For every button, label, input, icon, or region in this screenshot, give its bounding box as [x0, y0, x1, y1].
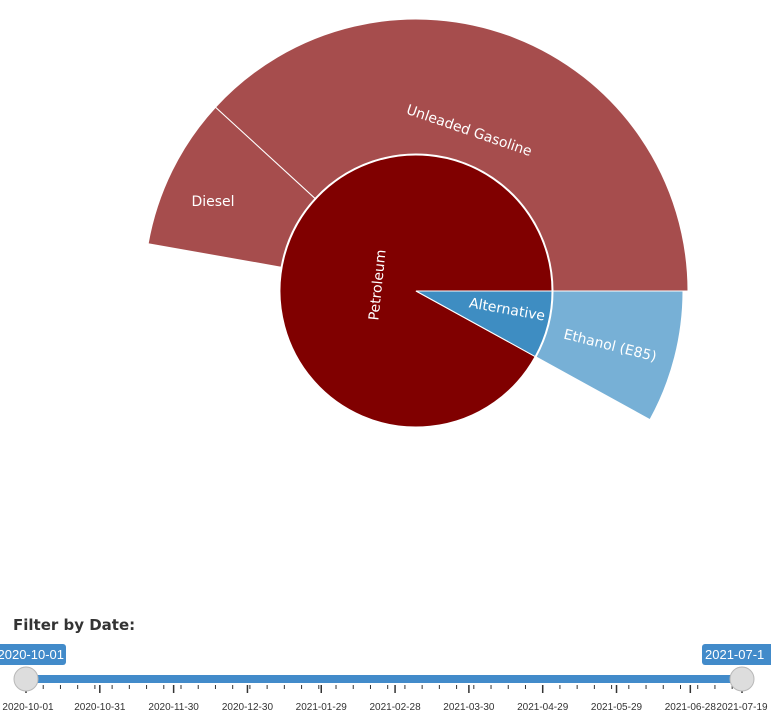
tick-label: 2021-06-28 [665, 702, 717, 713]
arc-ethanol-e85[interactable] [535, 290, 684, 421]
arc-diesel[interactable] [147, 106, 316, 268]
start-date-badge: 2020-10-01 [0, 644, 66, 665]
tick-label: 2021-05-29 [591, 702, 643, 713]
start-date-badge-text: 2020-10-01 [0, 647, 64, 662]
date-range-slider[interactable]: 2020-10-01 2020-10-31 2020-11-30 2020-12-30… [0, 640, 771, 728]
tick-label: 2020-12-30 [222, 702, 274, 713]
tick-label: 2021-02-28 [369, 702, 421, 713]
label-petroleum: Petroleum [366, 249, 389, 321]
tick-label: 2021-03-30 [443, 702, 495, 713]
tick-label: 2021-07-19 [716, 702, 768, 713]
end-date-badge: 2021-07-1 [702, 644, 771, 665]
arc-alternative[interactable] [415, 290, 553, 358]
tick-label: 2020-11-30 [148, 702, 199, 713]
filter-title: Filter by Date: [13, 616, 136, 634]
start-date-handle[interactable] [13, 666, 39, 692]
tick-label: 2020-10-01 [2, 702, 54, 713]
tick-label: 2020-10-31 [74, 702, 126, 713]
label-diesel: Diesel [191, 194, 234, 210]
slider-ticks: 2020-10-01 2020-10-31 2020-11-30 2020-12-30… [2, 685, 768, 713]
end-date-handle[interactable] [729, 666, 755, 692]
end-date-badge-text: 2021-07-1 [705, 647, 764, 662]
arc-unleaded-gasoline[interactable] [214, 18, 689, 292]
slider-bar[interactable] [26, 675, 742, 683]
tick-label: 2021-04-29 [517, 702, 569, 713]
tick-label: 2021-01-29 [296, 702, 348, 713]
